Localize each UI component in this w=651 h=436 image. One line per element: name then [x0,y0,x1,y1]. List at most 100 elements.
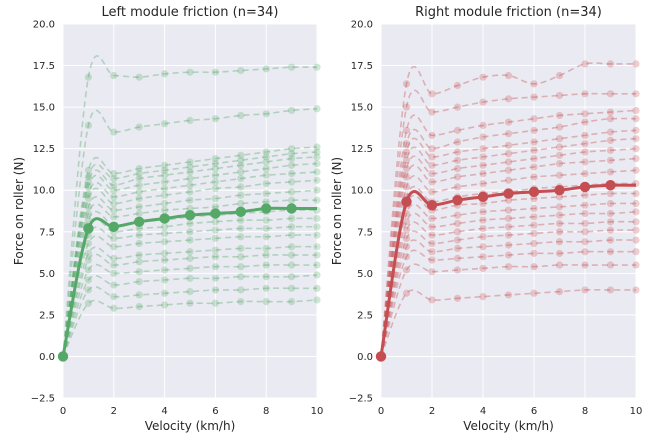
right-series-line [380,89,636,357]
left-series-point [186,219,194,228]
right-series-point [555,135,564,143]
right-series-point [428,256,436,264]
left-series-point [237,244,245,252]
left-series-point [313,105,321,113]
right-series-line [380,62,636,357]
right-chart-panel: 0 2 4 6 8 10 −2.5 0.0 2.5 5.0 7.5 10.0 12.5 15.0 17.5 2… [330,5,642,433]
left-x-axis-label: Velocity (km/h) [145,419,236,433]
left-series-point [288,188,296,196]
right-series-point [581,90,589,98]
left-series-point [288,251,296,259]
right-plot-area [381,24,636,398]
left-series-point [262,179,270,188]
left-series-line [62,179,318,357]
right-series-point [606,189,615,198]
right-series-point [402,148,411,156]
left-mean-point [159,213,170,224]
right-x-tick-label: 4 [480,406,486,417]
left-series-point [186,254,194,262]
right-series-point [479,153,487,161]
right-y-tick-label: −2.5 [349,394,373,405]
left-series-point [186,68,194,76]
right-y-tick-label: 17.5 [351,61,373,72]
right-series-point [453,183,462,191]
right-series-point [530,213,538,221]
right-series-point [453,294,462,302]
right-series-point [606,128,615,136]
left-series-point [211,171,219,179]
right-series-point [504,141,513,149]
left-series-point [161,301,169,309]
left-series-point [84,183,92,191]
right-series-point [453,81,462,90]
left-series-point [110,304,118,312]
left-series-point [262,251,270,259]
left-series-point [313,160,321,168]
right-x-axis-label: Velocity (km/h) [463,419,554,433]
right-series-point [504,214,513,223]
left-series-point [262,284,270,292]
right-series-point [530,204,538,213]
left-series-point [110,174,118,183]
right-series-point [504,118,513,126]
right-series-point [530,249,538,257]
left-series-point [237,199,245,208]
left-series-point [84,121,92,129]
right-series-point [479,145,487,153]
right-series-point [606,136,615,144]
left-series-point [262,158,270,166]
right-series-line [380,263,636,357]
left-series-point [211,178,219,186]
left-series-point [288,178,296,186]
right-series-point [504,263,513,271]
left-chart-panel: 0 2 4 6 8 10 −2.5 0.0 2.5 5.0 7.5 10.0 12.5 15.0 17.5 2… [12,5,323,433]
right-series-point [555,111,564,120]
right-series-point [632,90,640,98]
right-series-point [530,146,538,154]
right-series-point [402,156,411,164]
right-y-tick-label: 5.0 [357,269,373,280]
left-series-point [161,191,169,199]
right-series-point [632,208,640,216]
right-series-point [428,296,436,304]
left-series-point [262,216,270,224]
left-series-point [135,258,143,266]
left-series-point [237,168,245,176]
right-series-point [581,228,589,236]
left-series-point [84,73,92,81]
left-series-point [211,286,219,294]
left-y-tick-label: 20.0 [33,20,55,31]
left-series-point [84,173,92,181]
right-series-point [504,95,513,103]
left-series-point [135,291,143,299]
right-series-point [606,60,615,68]
left-series-point [161,266,169,274]
left-series-point [186,181,194,189]
left-series-point [84,286,92,294]
right-series-point [504,158,513,166]
right-series-point [453,266,462,274]
right-series-point [555,261,564,269]
right-series-point [479,179,487,188]
left-series-point [262,165,270,173]
right-series-point [606,156,615,164]
right-series-point [555,71,564,80]
right-series-point [606,218,615,226]
right-series-point [453,156,462,164]
right-series-point [530,263,538,271]
left-series-point [135,165,143,173]
right-series-point [428,178,436,186]
left-y-tick-label: 17.5 [33,61,55,72]
right-series-point [402,103,411,111]
left-series-point [186,264,194,272]
left-series-point [84,194,92,203]
left-series-line [62,107,318,357]
right-series-point [402,266,411,274]
left-series-point [211,194,219,203]
left-series-point [84,266,92,274]
right-series-point [606,168,615,176]
right-series-point [555,288,564,296]
left-series-point [211,115,219,123]
left-series-point [313,186,321,194]
left-series-point [237,151,245,159]
